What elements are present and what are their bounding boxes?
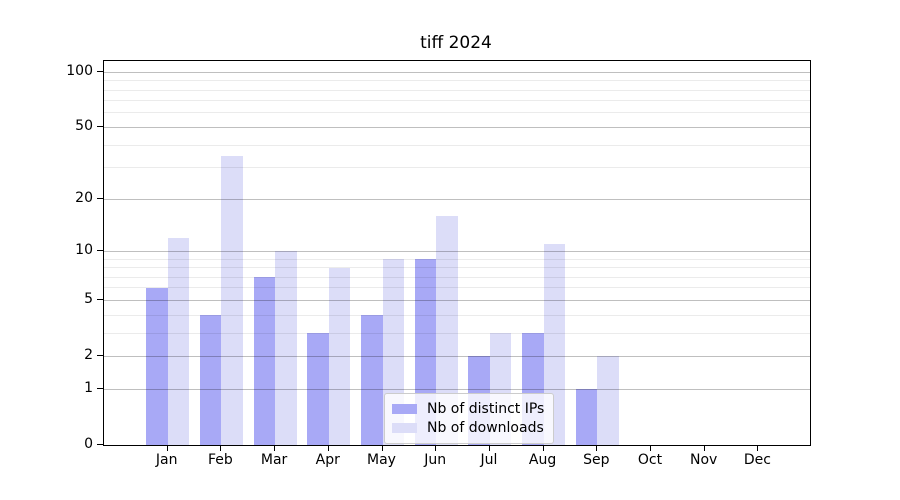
bar-distinct-ips-jan xyxy=(146,287,168,445)
y-tick-mark-0 xyxy=(97,444,103,445)
bar-downloads-apr xyxy=(328,267,351,445)
x-tick-mark-aug xyxy=(542,445,544,451)
y-tick-mark-2 xyxy=(97,355,103,357)
y-tick-label-20: 20 xyxy=(75,190,93,207)
plot-area: Nb of distinct IPs Nb of downloads xyxy=(103,60,811,446)
gridline-y-50 xyxy=(104,126,810,128)
x-tick-mark-may xyxy=(381,445,383,451)
y-tick-label-2: 2 xyxy=(84,347,93,364)
y-tick-label-10: 10 xyxy=(75,242,93,259)
y-tick-label-0: 0 xyxy=(84,436,93,452)
x-tick-mark-apr xyxy=(327,445,329,451)
bar-distinct-ips-apr xyxy=(307,333,329,445)
x-tick-label-jul: Jul2024 xyxy=(480,452,498,468)
x-tick-label-oct: Oct2024 xyxy=(637,452,663,468)
legend-swatch-distinct-ips xyxy=(392,403,417,414)
x-tick-label-dec: Dec2024 xyxy=(743,452,771,468)
gridline-y-90 xyxy=(104,80,810,82)
y-tick-label-5: 5 xyxy=(84,291,93,308)
y-tick-mark-100 xyxy=(97,71,103,73)
bar-downloads-jun xyxy=(436,216,458,445)
x-tick-mark-oct xyxy=(650,445,651,451)
x-tick-mark-sep xyxy=(596,445,598,451)
legend-row-distinct-ips: Nb of distinct IPs xyxy=(392,399,544,418)
bar-downloads-feb xyxy=(221,155,243,445)
gridline-y-40 xyxy=(104,144,810,146)
x-tick-label-sep: Sep2024 xyxy=(583,452,610,468)
bar-downloads-mar xyxy=(275,251,297,445)
gridline-y-80 xyxy=(104,89,810,91)
x-tick-label-mar: Mar2024 xyxy=(260,452,288,468)
y-tick-label-100: 100 xyxy=(66,63,93,80)
x-tick-mark-dec xyxy=(757,445,759,451)
bar-distinct-ips-feb xyxy=(199,315,222,445)
bar-downloads-jan xyxy=(167,237,190,445)
x-tick-mark-nov xyxy=(703,445,705,451)
gridline-y-60 xyxy=(104,112,810,114)
bar-distinct-ips-mar xyxy=(253,277,276,445)
chart-title: tiff 2024 xyxy=(420,33,492,53)
x-tick-label-nov: Nov2024 xyxy=(690,452,718,468)
y-tick-label-1: 1 xyxy=(84,380,93,396)
bar-distinct-ips-sep xyxy=(575,389,598,445)
y-tick-mark-20 xyxy=(97,198,103,200)
x-tick-mark-jan xyxy=(166,445,168,451)
y-tick-label-50: 50 xyxy=(75,118,93,135)
gridline-y-20 xyxy=(104,198,810,200)
gridline-y-30 xyxy=(104,167,810,169)
bar-distinct-ips-may xyxy=(361,315,383,445)
legend-label-downloads: Nb of downloads xyxy=(427,419,544,436)
x-tick-label-aug: Aug2024 xyxy=(528,452,557,468)
y-tick-mark-10 xyxy=(97,250,103,252)
y-tick-mark-5 xyxy=(97,299,103,301)
x-tick-mark-mar xyxy=(274,445,276,451)
x-tick-label-jan: Jan2024 xyxy=(155,452,178,468)
x-tick-label-apr: Apr2024 xyxy=(315,452,340,468)
gridline-y-100 xyxy=(104,71,810,73)
gridline-y-70 xyxy=(104,100,810,102)
x-tick-label-feb: Feb2024 xyxy=(207,452,233,468)
legend: Nb of distinct IPs Nb of downloads xyxy=(384,393,555,444)
x-tick-mark-feb xyxy=(220,445,222,451)
bar-downloads-sep xyxy=(597,356,619,445)
legend-label-distinct-ips: Nb of distinct IPs xyxy=(427,400,545,417)
x-tick-mark-jun xyxy=(435,445,437,451)
x-tick-label-may: May2024 xyxy=(367,452,396,468)
y-tick-mark-1 xyxy=(97,388,103,389)
legend-swatch-downloads xyxy=(392,422,417,433)
x-tick-label-jun: Jun2024 xyxy=(424,452,447,468)
x-tick-mark-jul xyxy=(488,445,490,451)
legend-row-downloads: Nb of downloads xyxy=(392,418,544,437)
y-tick-mark-50 xyxy=(97,126,103,128)
